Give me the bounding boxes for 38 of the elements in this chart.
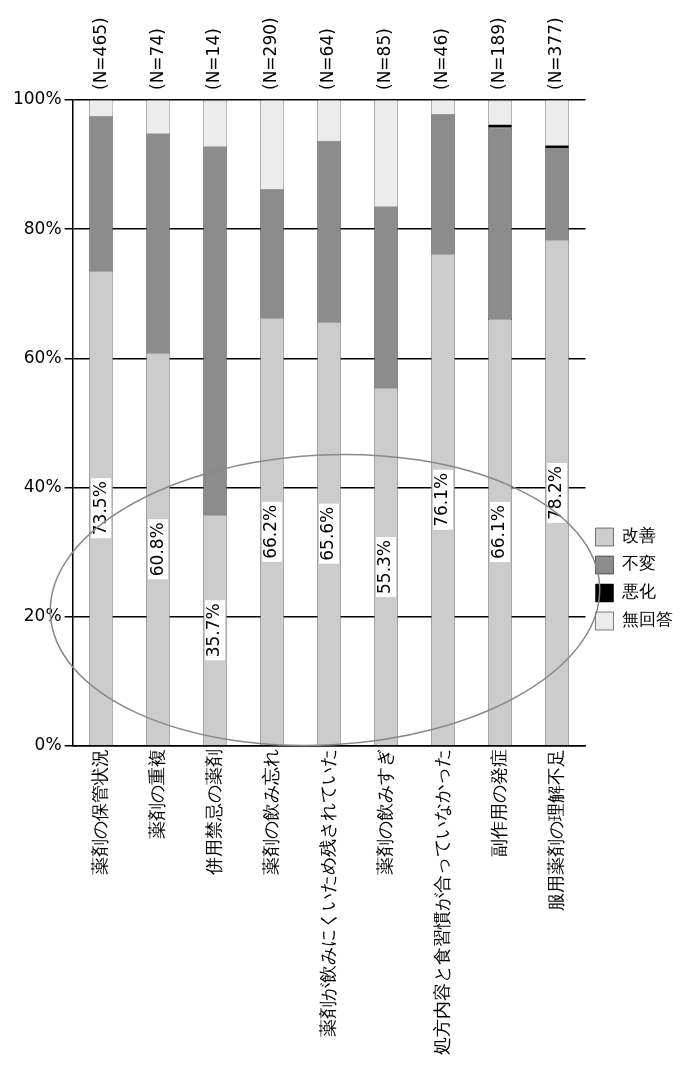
- legend-label: 改善: [622, 525, 656, 546]
- y-tick-label: 40%: [23, 476, 62, 497]
- bar: [545, 145, 569, 149]
- data-label: 65.6%: [317, 506, 338, 561]
- x-tick-label: 処方内容と食習慣が合っていなかった: [430, 749, 452, 1055]
- y-tick-label: 100%: [12, 88, 62, 109]
- legend-label: 不変: [622, 553, 656, 574]
- data-label: 66.2%: [260, 504, 281, 559]
- legend-label: 悪化: [621, 581, 656, 602]
- text: (N=377): [545, 17, 566, 90]
- text: (N=465): [89, 17, 110, 90]
- text: (N=290): [260, 17, 281, 90]
- x-tick-label: 副作用の発症: [487, 749, 509, 857]
- data-label: 60.8%: [146, 522, 167, 577]
- y-tick-label: 60%: [23, 346, 62, 367]
- y-tick-label: 80%: [23, 217, 62, 238]
- text: (N=46): [431, 28, 452, 90]
- text: (N=85): [374, 28, 395, 90]
- data-label: 78.2%: [545, 466, 566, 521]
- x-tick-label: 併用禁忌の薬剤: [202, 749, 224, 876]
- x-tick-label: 薬剤の飲み忘れ: [259, 749, 281, 875]
- data-label: 76.1%: [431, 472, 452, 527]
- data-label: 66.1%: [488, 505, 509, 560]
- x-tick-label: 服用薬剤の理解不足: [544, 749, 566, 911]
- text: (N=74): [146, 28, 167, 90]
- y-tick-label: 20%: [23, 605, 62, 626]
- y-tick-label: 0%: [34, 734, 62, 755]
- x-tick-label: 薬剤の飲みすぎ: [373, 749, 395, 875]
- data-label: 35.7%: [203, 603, 224, 658]
- text: (N=64): [317, 28, 338, 90]
- data-label: 55.3%: [374, 540, 395, 595]
- x-tick-label: 薬剤の保管状況: [88, 749, 110, 875]
- legend-label: 無回答: [622, 609, 673, 630]
- text: (N=14): [203, 28, 224, 90]
- x-tick-label: 薬剤が飲みにくいため残されていた: [316, 749, 338, 1037]
- data-label: 73.5%: [89, 481, 110, 536]
- x-tick-label: 薬剤の重複: [145, 749, 167, 839]
- text: (N=189): [488, 17, 509, 90]
